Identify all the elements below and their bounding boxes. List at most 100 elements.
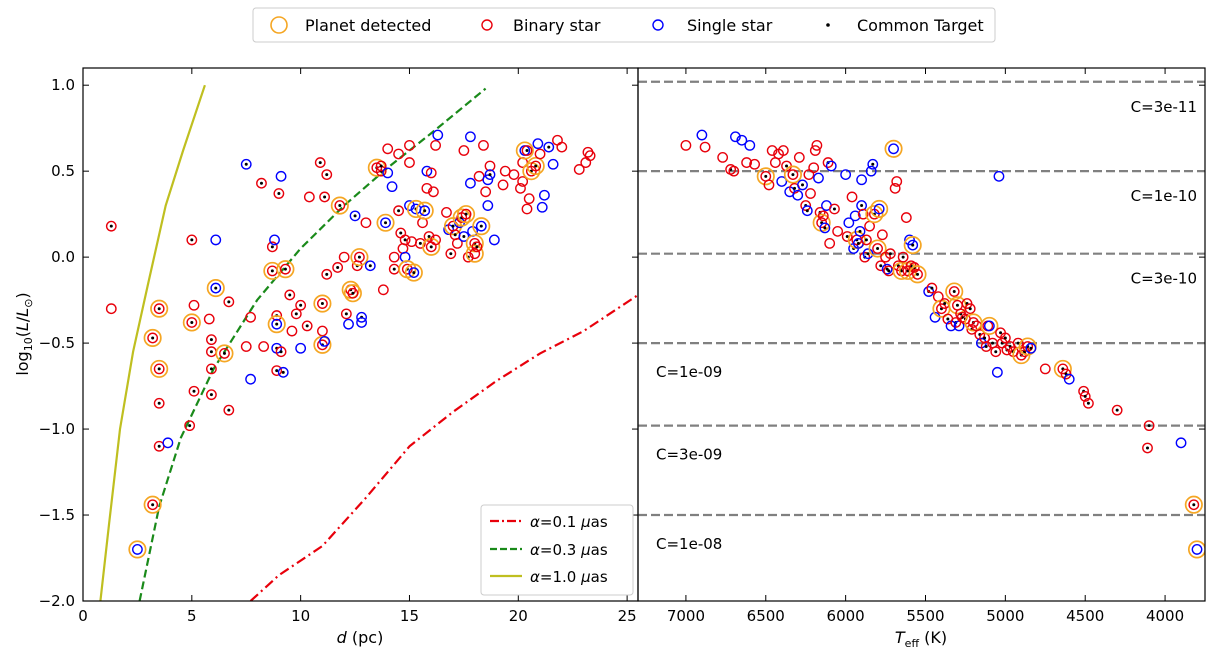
left-common-marker [336, 265, 340, 269]
left-single-marker [482, 174, 494, 186]
left-ytick-label: −2.0 [39, 592, 75, 610]
left-common-marker [157, 367, 161, 371]
left-common-marker [464, 212, 468, 216]
left-planet-marker [526, 156, 545, 176]
right-common-marker [764, 174, 768, 178]
legend-marker-common [826, 23, 830, 27]
left-planet-marker [330, 196, 349, 215]
left-single-marker [343, 318, 354, 330]
right-common-marker [888, 252, 892, 256]
left-common-marker [423, 209, 427, 213]
left-single-marker [536, 201, 548, 213]
contour-label: C=1e-08 [656, 535, 722, 553]
left-common-marker [357, 255, 361, 259]
right-common-marker [1086, 401, 1090, 405]
left-xlabel: d (pc) [337, 628, 384, 647]
right-common-marker [1115, 408, 1119, 412]
left-binary-marker [219, 348, 230, 359]
right-common-marker [858, 229, 862, 233]
right-common-marker [845, 234, 849, 238]
right-binary-marker [846, 191, 858, 203]
left-binary-marker [147, 332, 159, 344]
right-binary-marker [824, 237, 836, 249]
right-planet-marker [945, 282, 964, 301]
left-binary-marker [301, 320, 313, 332]
left-single-marker [482, 200, 494, 211]
left-single-marker [245, 373, 256, 385]
right-common-marker [871, 162, 875, 166]
left-single-marker [271, 318, 283, 330]
contour-label: C=3e-11 [1131, 98, 1197, 116]
left-binary-marker [517, 176, 529, 187]
left-binary-marker [360, 217, 372, 229]
right-single-marker [856, 174, 868, 186]
left-ylabel: log10(L/L⊙) [13, 292, 35, 375]
right-common-marker [1083, 394, 1087, 398]
left-single-marker [419, 205, 431, 217]
right-single-marker [867, 158, 879, 170]
left-common-marker [353, 214, 357, 218]
left-binary-marker [266, 241, 278, 253]
left-binary-marker [280, 263, 291, 275]
right-binary-marker [1083, 397, 1094, 409]
left-binary-marker [340, 308, 352, 320]
right-planet-marker [903, 236, 922, 255]
right-xtick-label: 7000 [667, 607, 705, 625]
curve-legend-label-alpha-0-1: α=0.1 μas [530, 513, 608, 531]
left-xtick-label: 0 [78, 607, 88, 625]
left-single-marker [132, 544, 143, 555]
right-planet-marker [783, 165, 802, 184]
left-binary-marker [404, 139, 415, 151]
right-single-marker [854, 225, 866, 237]
right-axis-ticks: 7000 6500 6000 5500 5000 4500 4000 [667, 68, 1205, 625]
left-binary-marker [584, 150, 596, 162]
left-common-marker [209, 350, 213, 354]
left-binary-marker [401, 263, 413, 275]
left-single-marker [543, 141, 555, 153]
left-planet-marker [182, 313, 201, 332]
right-binary-marker [857, 208, 869, 220]
left-binary-marker [480, 186, 492, 198]
left-binary-marker [105, 303, 117, 315]
right-binary-marker [808, 162, 820, 174]
left-binary-marker [275, 346, 287, 358]
right-binary-marker [897, 251, 909, 263]
left-common-marker [427, 234, 431, 238]
left-xtick-label: 10 [291, 607, 310, 625]
left-binary-marker [430, 234, 441, 246]
contour-label: C=3e-09 [656, 446, 722, 464]
left-binary-marker [338, 251, 350, 263]
left-single-marker [488, 234, 500, 246]
right-binary-marker [891, 176, 903, 187]
left-binary-marker [458, 145, 470, 156]
left-single-marker [295, 342, 307, 354]
right-binary-marker [859, 251, 871, 263]
right-common-marker [1192, 503, 1196, 507]
left-planet-marker [267, 315, 286, 334]
left-binary-marker [521, 145, 533, 156]
right-binary-marker [814, 207, 826, 218]
left-single-marker [484, 169, 496, 181]
right-binary-marker [908, 262, 920, 273]
right-common-marker [1146, 446, 1150, 450]
left-single-marker [356, 311, 367, 323]
left-binary-marker [334, 200, 346, 211]
right-binary-marker [763, 179, 775, 191]
left-binary-marker [223, 404, 235, 416]
left-common-marker [244, 162, 248, 166]
left-binary-marker [206, 389, 217, 401]
right-common-marker [823, 226, 827, 230]
right-common-marker [991, 341, 995, 345]
left-binary-marker [240, 341, 252, 352]
left-ytick-label: 0.5 [51, 162, 75, 180]
left-binary-marker [462, 251, 474, 263]
legend-marker-planet [270, 16, 288, 34]
right-planet-marker [1187, 540, 1205, 559]
right-common-marker [930, 286, 934, 290]
left-binary-marker [317, 325, 328, 337]
right-binary-marker [793, 152, 805, 163]
right-common-marker [805, 209, 809, 213]
left-common-marker [209, 367, 213, 371]
left-common-marker [259, 181, 263, 185]
left-planet-marker [404, 263, 423, 282]
